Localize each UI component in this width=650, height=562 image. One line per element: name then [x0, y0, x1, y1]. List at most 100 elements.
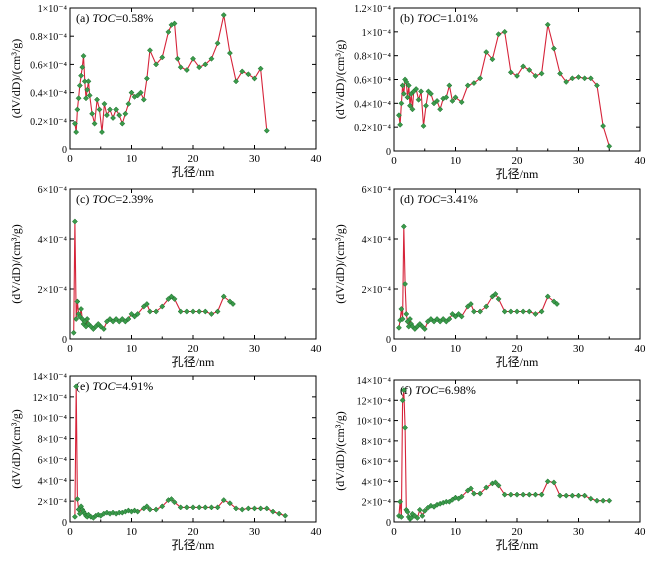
y-tick-label: 6×10⁻⁴	[362, 185, 392, 196]
panel-c: 0 10 20 30 40 0 2×10⁻⁴ 4×10⁻⁴ 6×10⁻⁴ (c) TOC=2.39…	[9, 185, 322, 369]
data-point	[395, 112, 402, 119]
data-point	[196, 504, 203, 511]
data-point	[446, 82, 453, 89]
data-point	[220, 12, 227, 19]
data-point	[276, 510, 283, 517]
y-tick-label: 0.6×10⁻⁴	[354, 76, 391, 87]
data-point	[107, 106, 113, 113]
data-point	[400, 223, 407, 230]
data-point	[557, 70, 564, 77]
x-axis-title: 孔径/nm	[172, 165, 215, 179]
y-tick-label: 6×10⁻⁴	[362, 457, 392, 468]
data-point	[196, 308, 203, 315]
data-point	[398, 100, 405, 107]
data-point	[71, 218, 78, 225]
data-point	[520, 491, 527, 498]
x-tick-label: 30	[573, 343, 585, 355]
data-point	[79, 64, 86, 71]
data-point	[214, 504, 221, 511]
y-tick-label: 0	[386, 335, 391, 346]
data-point	[140, 303, 147, 310]
y-tick-label: 4×10⁻⁴	[38, 476, 68, 487]
y-tick-label: 2×10⁻⁴	[38, 497, 68, 508]
data-point	[153, 308, 160, 315]
y-tick-label: 0	[386, 147, 391, 158]
x-tick-label: 20	[188, 343, 200, 355]
x-tick-label: 0	[67, 153, 73, 165]
x-tick-label: 40	[311, 343, 323, 355]
data-point	[416, 506, 423, 513]
y-axis-title: (dV/dD)/(cm³/g)	[333, 411, 347, 491]
data-point	[421, 507, 428, 514]
data-point	[489, 56, 496, 63]
data-point	[437, 318, 444, 325]
data-point	[183, 308, 190, 315]
data-point	[449, 97, 456, 104]
x-tick-label: 10	[126, 526, 138, 538]
data-point	[437, 106, 444, 113]
data-point	[202, 61, 209, 68]
data-point	[492, 479, 499, 486]
y-axis-title: (dV/dD)/(cm³/g)	[9, 39, 23, 119]
data-point	[405, 82, 412, 89]
data-point	[153, 506, 160, 513]
data-point	[94, 96, 101, 103]
data-point	[501, 28, 508, 35]
data-point	[443, 318, 450, 325]
data-point	[434, 316, 441, 322]
data-point	[202, 308, 209, 315]
data-point	[214, 308, 221, 315]
data-point	[89, 110, 96, 117]
data-point	[140, 96, 147, 103]
data-point	[245, 505, 252, 512]
y-tick-label: 2×10⁻⁴	[362, 498, 392, 509]
y-axis-title: (dV/dD)/(cm³/g)	[333, 40, 347, 120]
panel-label: (b) TOC=1.01%	[400, 11, 478, 25]
data-point	[110, 115, 117, 121]
panel-d: 0 10 20 30 40 0 2×10⁻⁴ 4×10⁻⁴ 6×10⁻⁴ (d) TOC=3.41…	[333, 185, 646, 369]
data-point	[557, 492, 564, 499]
data-point	[239, 506, 246, 513]
data-point	[395, 324, 402, 331]
data-point	[600, 123, 607, 129]
data-point	[593, 82, 600, 89]
data-point	[220, 293, 227, 300]
data-point	[226, 50, 233, 57]
y-tick-label: 6×10⁻⁴	[38, 455, 68, 466]
x-axis-title: 孔径/nm	[172, 538, 215, 552]
panel-label: (f) TOC=6.98%	[400, 383, 476, 397]
data-point	[159, 54, 166, 61]
data-point	[233, 505, 240, 512]
series-line	[74, 385, 286, 519]
data-point	[107, 316, 113, 322]
data-point	[526, 67, 533, 73]
y-tick-label: 14×10⁻⁴	[357, 376, 392, 387]
x-tick-label: 40	[635, 343, 647, 355]
data-point	[78, 306, 85, 312]
panel-label: (a) TOC=0.58%	[76, 11, 153, 25]
data-point	[110, 318, 117, 325]
data-point	[532, 311, 539, 317]
x-tick-label: 0	[67, 526, 73, 538]
x-axis-title: 孔径/nm	[496, 538, 539, 552]
data-point	[507, 491, 514, 498]
data-point	[137, 89, 144, 96]
data-point	[483, 303, 490, 310]
data-point	[408, 514, 415, 521]
y-tick-label: 4×10⁻⁴	[362, 477, 392, 488]
data-point	[76, 82, 83, 89]
y-tick-label: 10×10⁻⁴	[33, 414, 68, 425]
data-point	[575, 492, 582, 499]
panel-e: 0 10 20 30 40 0 2×10⁻⁴ 4×10⁻⁴ 6×10⁻⁴ 8×10⁻⁴ 10×10⁻…	[9, 372, 322, 552]
data-point	[449, 311, 456, 317]
data-point	[404, 94, 411, 101]
x-tick-label: 10	[126, 153, 138, 165]
x-tick-label: 10	[450, 343, 462, 355]
data-point	[489, 293, 496, 300]
y-tick-label: 1×10⁻⁴	[362, 28, 392, 39]
toc-label: TOC	[415, 383, 439, 397]
data-point	[414, 514, 421, 521]
data-point	[208, 311, 215, 317]
y-tick-label: 0	[62, 335, 67, 346]
